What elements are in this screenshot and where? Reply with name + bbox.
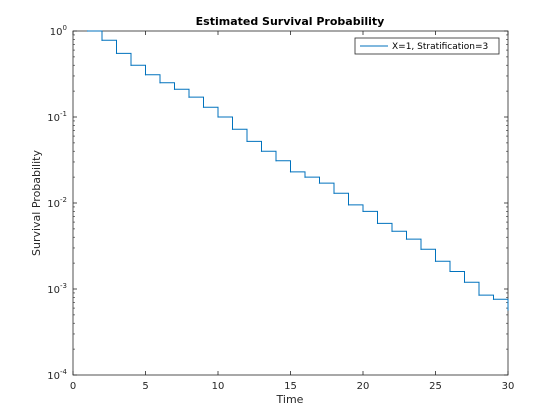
data-point-0-10 (231, 128, 234, 130)
data-point-0-26 (463, 281, 466, 283)
data-point-0-14 (289, 171, 292, 173)
plot-area: 0 5 10 15 20 25 30 10-4 10-3 10-2 10-1 100 X=1, Stra… (47, 24, 514, 392)
y-tick-label-2: 10-2 (47, 196, 67, 210)
x-tick-label-3: 15 (284, 381, 297, 392)
data-point-0-19 (362, 210, 364, 212)
x-tick-label-1: 5 (142, 381, 148, 392)
data-point-0-18 (347, 204, 350, 206)
data-point-0-12 (260, 150, 263, 152)
data-point-0-11 (246, 140, 248, 143)
x-tick-label-6: 30 (502, 381, 515, 392)
y-tick-label-1: 10-3 (47, 282, 67, 296)
data-point-0-6 (173, 88, 176, 90)
data-point-0-28 (492, 298, 495, 300)
y-tick-label-3: 10-1 (47, 110, 67, 124)
data-point-0-17 (333, 192, 335, 194)
data-point-0-8 (202, 106, 205, 108)
data-point-0-4 (144, 74, 147, 76)
data-point-0-7 (188, 96, 190, 98)
y-tick-label-4: 100 (50, 24, 67, 38)
data-point-0-13 (275, 160, 277, 162)
data-point-0-3 (130, 64, 132, 66)
chart-title: Estimated Survival Probability (196, 15, 385, 28)
data-point-0-21 (391, 230, 393, 232)
data-point-0-0 (86, 30, 89, 32)
data-point-0-25 (449, 270, 451, 273)
data-point-0-15 (304, 176, 306, 178)
data-point-0-24 (434, 260, 437, 262)
data-point-0-20 (376, 222, 379, 224)
data-point-0-23 (420, 248, 422, 250)
data-point-0-16 (318, 182, 321, 184)
x-tick-label-4: 20 (357, 381, 370, 392)
x-tick-label-2: 10 (212, 381, 225, 392)
data-point-0-22 (405, 238, 408, 240)
y-tick-label-0: 10-4 (47, 368, 67, 382)
x-tick-label-0: 0 (70, 381, 76, 392)
legend-box (354, 37, 500, 55)
data-point-0-1 (101, 39, 103, 41)
data-point-0-2 (115, 52, 118, 54)
y-axis-label: Survival Probability (30, 150, 43, 256)
data-point-0-9 (217, 116, 219, 118)
data-point-0-5 (159, 82, 161, 84)
x-tick-label-5: 25 (429, 381, 442, 392)
data-point-0-29 (507, 309, 509, 311)
x-axis-label: Time (276, 393, 304, 406)
legend-label-0: X=1, Stratification=3 (392, 42, 488, 52)
data-point-0-27 (478, 294, 480, 296)
series-line-0 (87, 30, 509, 310)
